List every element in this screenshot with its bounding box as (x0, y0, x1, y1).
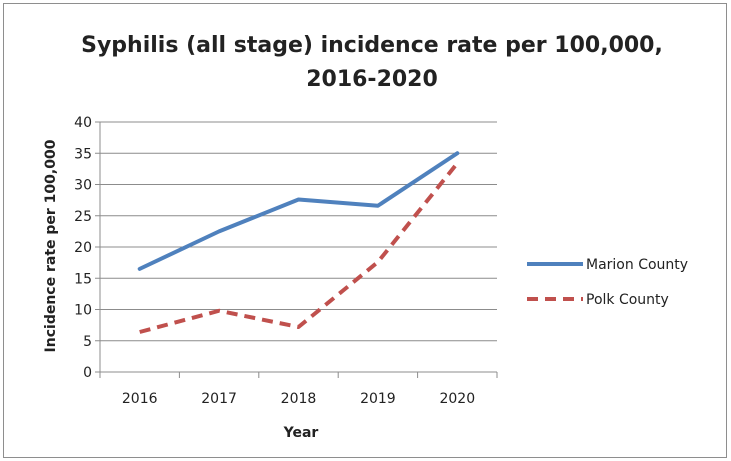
y-tick-label: 15 (74, 271, 92, 287)
y-tick-label: 25 (74, 209, 92, 225)
axes (95, 121, 498, 378)
x-tick-label: 2018 (281, 391, 317, 407)
legend-label-polk-county: Polk County (586, 292, 669, 308)
series-line-marion-county (137, 151, 460, 271)
legend-label-marion-county: Marion County (586, 257, 688, 273)
chart-title-line-2: 2016-2020 (306, 67, 438, 92)
series-line-polk-county (139, 161, 459, 334)
x-tick-label: 2017 (201, 391, 237, 407)
y-tick-label: 5 (83, 334, 92, 350)
x-tick-label: 2019 (360, 391, 396, 407)
y-tick-label: 30 (74, 178, 92, 194)
grid (100, 121, 497, 342)
tick-labels: 0 5 10 15 20 25 30 35 40 2016 2017 2018 2019 2020 (74, 115, 475, 407)
y-tick-label: 10 (74, 303, 92, 319)
y-tick-label: 0 (83, 365, 92, 381)
y-tick-label: 20 (74, 240, 92, 256)
chart-title-line-1: Syphilis (all stage) incidence rate per … (81, 33, 663, 58)
y-axis-label: Incidence rate per 100,000 (43, 139, 59, 352)
chart-frame (3, 3, 727, 458)
legend: Marion County Polk County (527, 257, 688, 308)
x-tick-label: 2016 (122, 391, 158, 407)
series (137, 151, 460, 334)
x-axis-label: Year (283, 425, 319, 441)
y-tick-label: 40 (74, 115, 92, 131)
y-tick-label: 35 (74, 146, 92, 162)
x-tick-label: 2020 (439, 391, 475, 407)
